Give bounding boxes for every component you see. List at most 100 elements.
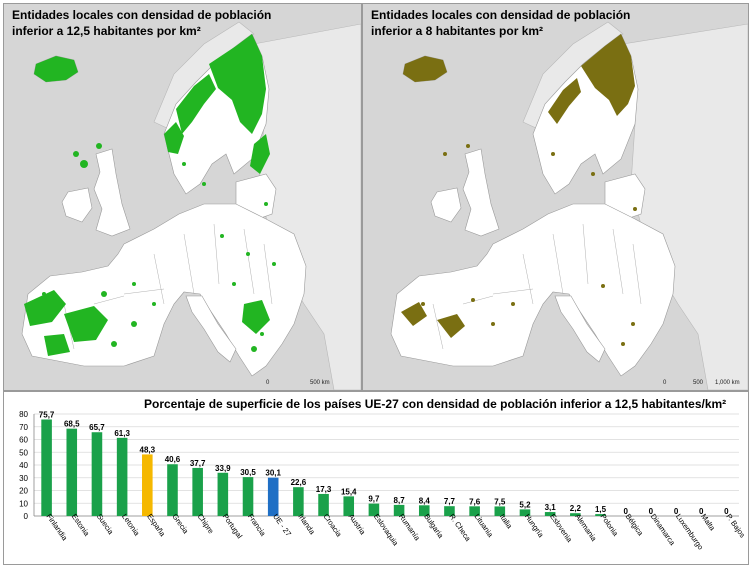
sparse-area-patch (401, 302, 427, 326)
y-tick-label: 40 (19, 461, 28, 470)
sparse-area-dot (443, 152, 447, 156)
sparse-area-patch (44, 334, 70, 356)
data-label: 48,3 (140, 445, 156, 454)
sparse-area-dot (202, 182, 206, 186)
sparse-area-dot (511, 302, 515, 306)
x-tick-label: Rumanía (397, 512, 422, 543)
sparse-area-patches-8 (401, 34, 637, 346)
map-base-land (390, 21, 748, 390)
sparse-area-dot (260, 332, 264, 336)
sparse-area-dot (101, 291, 107, 297)
data-label: 7,5 (494, 497, 506, 506)
sparse-area-dot (246, 252, 250, 256)
bar (494, 506, 506, 516)
chart-panel: Porcentaje de superficie de los países U… (3, 391, 749, 565)
data-label: 8,7 (394, 496, 406, 505)
bar (66, 428, 78, 516)
data-label: 65,7 (89, 423, 105, 432)
bar (41, 419, 52, 516)
data-label: 22,6 (291, 478, 307, 487)
map-scale-label-mid: 500 (693, 380, 704, 386)
great-britain-land (462, 148, 500, 237)
data-label: 15,4 (341, 487, 357, 496)
bar (91, 432, 103, 516)
sparse-area-dot (96, 143, 102, 149)
x-tick-label: R. Checa (447, 512, 473, 543)
sparse-area-dot (421, 302, 425, 306)
sparse-area-patch (437, 314, 465, 338)
sparse-area-patch (24, 290, 66, 326)
sparse-area-patch (242, 300, 270, 334)
data-label: 33,9 (215, 464, 231, 473)
bar (142, 454, 153, 516)
non-eu-land (622, 23, 748, 390)
sparse-area-dot (73, 151, 79, 157)
sparse-area-dot (591, 172, 595, 176)
data-label: 5,2 (519, 500, 531, 509)
sparse-area-dot (152, 302, 156, 306)
map-scale-label-end: 500 km (310, 380, 330, 386)
y-tick-label: 60 (19, 436, 28, 445)
italy-land (554, 295, 606, 363)
bar (192, 467, 203, 516)
bar (242, 477, 254, 516)
bar (167, 464, 178, 516)
y-tick-label: 70 (19, 423, 28, 432)
sparse-area-patch (403, 56, 447, 82)
sparse-area-dot (551, 152, 555, 156)
bar (570, 513, 581, 516)
sparse-area-dot (131, 321, 137, 327)
bar (116, 437, 128, 516)
map-scale-label-start: 0 (663, 380, 667, 386)
sparse-area-dot (111, 341, 117, 347)
data-label: 17,3 (316, 485, 332, 494)
y-tick-label: 80 (19, 410, 28, 419)
sparse-area-dot (466, 144, 470, 148)
sparse-area-patch (581, 34, 635, 116)
x-tick-label: Dinamarca (649, 512, 678, 548)
sparse-area-dot (182, 162, 186, 166)
map-title-12-5: Entidades locales con densidad de poblac… (12, 8, 272, 38)
europe-map-12-5 (21, 21, 361, 390)
x-tick-label: Eslovaquia (372, 512, 401, 548)
sparse-area-patches-12-5 (24, 34, 276, 356)
bar (393, 504, 405, 516)
sparse-area-patch (250, 134, 270, 174)
sparse-area-dot (232, 282, 236, 286)
data-label: 0 (649, 507, 654, 516)
bar (368, 503, 380, 516)
bar (293, 487, 304, 516)
data-label: 37,7 (190, 459, 206, 468)
great-britain-land (93, 148, 131, 237)
sparse-area-patch (209, 34, 266, 134)
data-label: 0 (623, 507, 628, 516)
sparse-area-patch (164, 122, 184, 154)
x-tick-label: Eslovenia (548, 512, 575, 544)
bar (343, 496, 355, 516)
sparse-area-dot (251, 346, 257, 352)
map-title-8: Entidades locales con densidad de poblac… (371, 8, 631, 38)
map-scale-label-start: 0 (266, 380, 270, 386)
europe-map-8 (390, 21, 748, 390)
country-borders (63, 223, 273, 350)
data-label: 0 (699, 507, 704, 516)
bar (519, 509, 531, 516)
sparse-area-patch (176, 74, 216, 134)
data-label: 30,1 (265, 469, 281, 478)
bar (318, 493, 329, 516)
y-tick-label: 20 (19, 487, 28, 496)
y-tick-label: 30 (19, 474, 28, 483)
y-tick-label: 50 (19, 448, 28, 457)
chart-title: Porcentaje de superficie de los países U… (144, 397, 727, 411)
sparse-area-dot (132, 282, 136, 286)
bar (544, 512, 556, 516)
x-tick-label: Alemania (573, 512, 599, 543)
map-panel-8: Entidades locales con densidad de poblac… (362, 3, 749, 391)
bar (217, 472, 229, 516)
data-label: 40,6 (165, 455, 181, 464)
data-label: 8,4 (419, 496, 431, 505)
data-label: 0 (674, 507, 679, 516)
data-label: 68,5 (64, 420, 80, 429)
sparse-area-dot (220, 234, 224, 238)
